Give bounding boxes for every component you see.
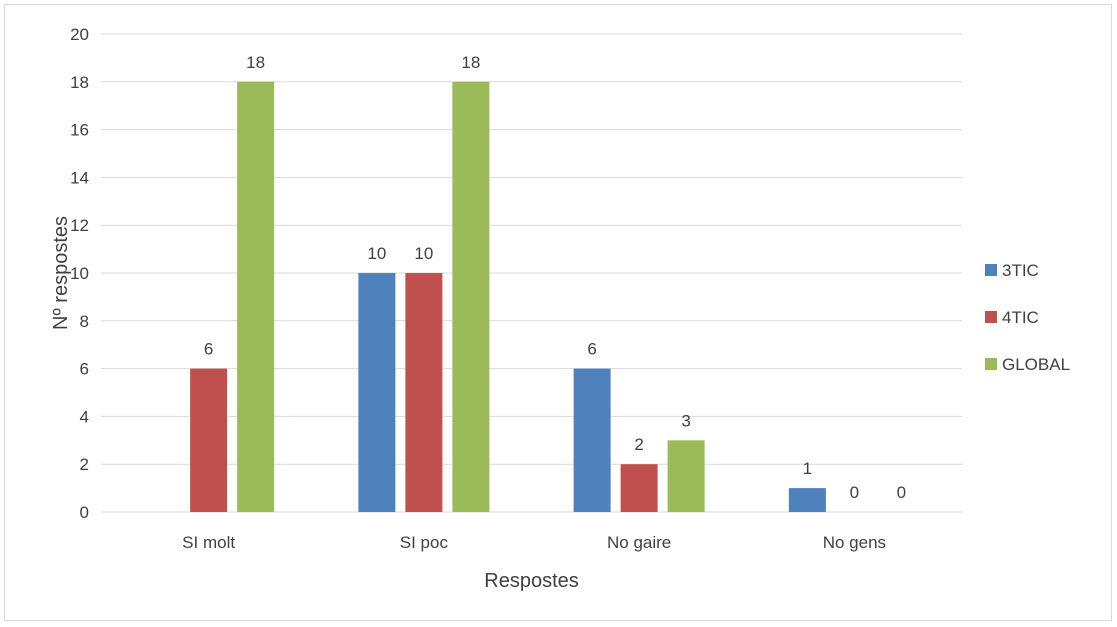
y-tick-label-6: 6	[80, 360, 89, 379]
y-axis-ticks: 0 2 4 6 8 10 12 14 16 18 20	[70, 25, 89, 522]
x-tick-label: No gaire	[607, 533, 671, 552]
data-label: 1	[803, 459, 812, 478]
legend-label-3tic: 3TIC	[1002, 261, 1039, 280]
data-label: 10	[367, 244, 386, 263]
bar-global	[667, 440, 705, 512]
data-label: 0	[850, 483, 859, 502]
y-tick-label-12: 12	[70, 216, 89, 235]
legend-swatch-global	[985, 358, 997, 370]
bar-global	[452, 81, 490, 513]
y-tick-label-8: 8	[80, 312, 89, 331]
legend-label-global: GLOBAL	[1002, 355, 1070, 374]
bar-global	[237, 81, 275, 513]
y-tick-label-18: 18	[70, 73, 89, 92]
y-tick-label-10: 10	[70, 264, 89, 283]
data-label: 6	[204, 340, 213, 359]
bar-3tic	[788, 488, 826, 512]
bar-4tic	[620, 464, 658, 512]
data-label: 10	[414, 244, 433, 263]
gridlines	[101, 33, 962, 513]
bar-3tic	[358, 273, 396, 512]
data-label: 18	[461, 53, 480, 72]
data-label: 6	[587, 340, 596, 359]
data-label: 0	[897, 483, 906, 502]
y-tick-label-2: 2	[80, 455, 89, 474]
bar-4tic	[405, 273, 443, 512]
legend-swatch-3tic	[985, 264, 997, 276]
chart-frame: 6 18 10 10 18 6 2 3 1 0 0 0 2 4 6 8 10 12 14 16 18 20 SI mol…	[4, 4, 1112, 621]
bars	[190, 81, 826, 513]
y-tick-label-14: 14	[70, 168, 89, 187]
y-axis-title: Nº respostes	[50, 216, 72, 330]
bar-3tic	[573, 368, 611, 512]
y-tick-label-20: 20	[70, 25, 89, 44]
y-tick-label-16: 16	[70, 121, 89, 140]
data-label: 2	[634, 435, 643, 454]
legend-swatch-4tic	[985, 311, 997, 323]
x-tick-label: SI poc	[400, 533, 449, 552]
bar-4tic	[190, 368, 228, 512]
data-label: 18	[246, 53, 265, 72]
x-axis-title: Respostes	[484, 570, 579, 592]
y-tick-label-0: 0	[80, 503, 89, 522]
x-tick-label: No gens	[823, 533, 886, 552]
y-tick-label-4: 4	[80, 407, 89, 426]
x-tick-label: SI molt	[182, 533, 235, 552]
legend-label-4tic: 4TIC	[1002, 308, 1039, 327]
x-axis-ticks: SI molt SI poc No gaire No gens	[182, 533, 886, 552]
legend: 3TIC 4TIC GLOBAL	[985, 261, 1070, 374]
data-label: 3	[681, 411, 690, 430]
